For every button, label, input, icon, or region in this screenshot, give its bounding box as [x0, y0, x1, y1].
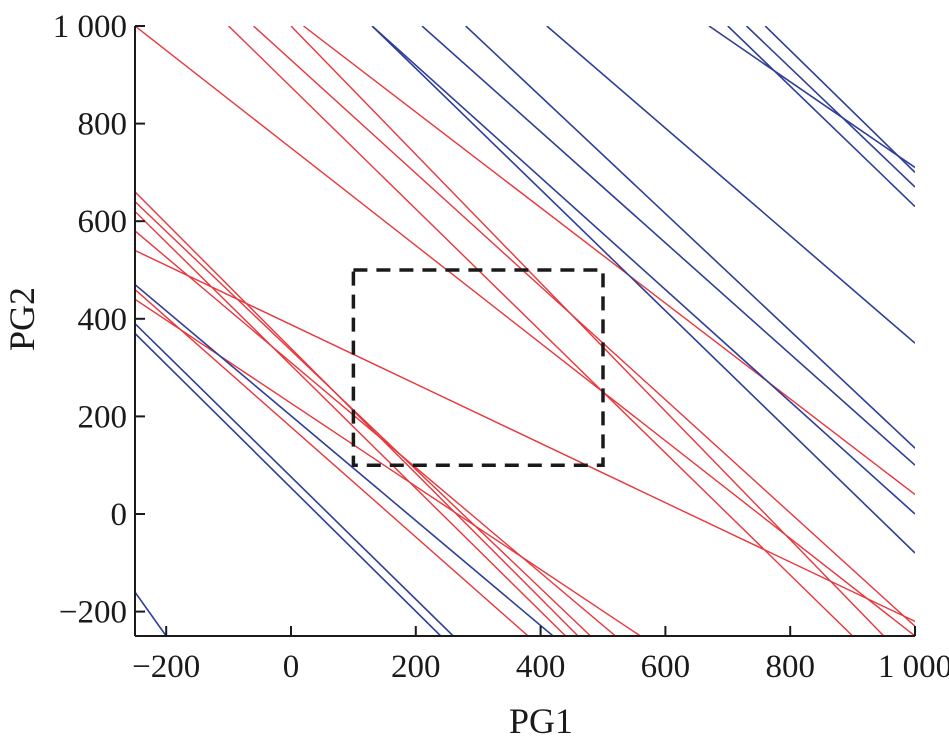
blue-constraint-lines	[135, 26, 915, 636]
x-axis-ticks: −200 0 200 400 600 800 1 000	[132, 626, 949, 685]
y-tick-label: 800	[78, 107, 128, 143]
blue-line-6	[371, 26, 915, 515]
red-line-12	[135, 298, 641, 636]
blue-line-10	[708, 26, 915, 169]
blue-line-12	[745, 26, 915, 188]
red-line-4	[290, 26, 885, 636]
blue-line-8	[465, 26, 915, 449]
red-line-10	[135, 249, 915, 622]
feasible-region-rect	[351, 268, 605, 467]
x-tick-label: 1 000	[878, 649, 949, 685]
y-tick-label: 600	[78, 204, 128, 240]
red-line-2	[228, 26, 854, 636]
x-tick-label: 0	[283, 649, 300, 685]
x-tick-label: 200	[391, 649, 441, 685]
red-line-5	[303, 26, 915, 496]
y-tick-label: −200	[59, 595, 127, 631]
y-tick-label: 0	[111, 497, 128, 533]
y-axis-title: PG2	[2, 287, 42, 351]
x-tick-label: 600	[641, 649, 691, 685]
blue-line-11	[727, 26, 915, 208]
blue-line-3	[135, 332, 442, 636]
x-axis-title: PG1	[509, 701, 573, 741]
red-line-8	[135, 210, 567, 636]
blue-line-7	[421, 26, 915, 466]
blue-line-13	[764, 26, 915, 173]
x-tick-label: 800	[765, 649, 815, 685]
red-line-3	[253, 26, 915, 627]
blue-line-4	[135, 591, 167, 636]
y-tick-label: 200	[78, 399, 128, 435]
blue-line-2	[135, 323, 454, 636]
red-line-6	[135, 191, 579, 636]
y-axis-ticks: −200 0 200 400 600 800 1 000	[53, 9, 145, 631]
red-line-7	[135, 201, 592, 636]
blue-line-1	[135, 284, 554, 636]
red-line-9	[135, 230, 616, 636]
blue-line-9	[546, 26, 915, 344]
x-tick-label: −200	[132, 649, 200, 685]
y-tick-label: 400	[78, 302, 128, 338]
x-tick-label: 400	[516, 649, 566, 685]
blue-line-5	[371, 26, 915, 554]
y-tick-label: 1 000	[53, 9, 127, 45]
red-line-11	[135, 288, 529, 636]
